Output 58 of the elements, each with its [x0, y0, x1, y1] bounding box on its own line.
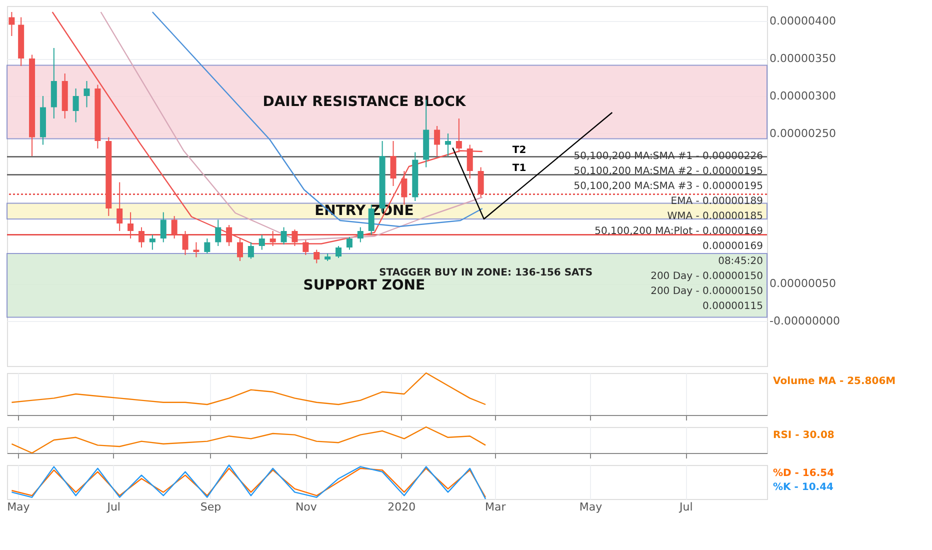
- band-label: SUPPORT ZONE: [303, 277, 426, 294]
- candlestick: [434, 126, 440, 156]
- text: %K - 10.44: [773, 482, 834, 493]
- y-tick-label: 0.00000350: [770, 52, 836, 65]
- candlestick: [336, 246, 342, 258]
- annotation: STAGGER BUY IN ZONE: 136-156 SATS: [379, 267, 593, 278]
- candlestick: [215, 219, 222, 246]
- annotation: EMA - 0.00000189: [670, 196, 763, 207]
- candlestick: [171, 216, 178, 239]
- candlestick: [357, 226, 364, 243]
- x-tick-label: Nov: [295, 500, 318, 514]
- y-tick-label: 0.00000300: [770, 90, 836, 102]
- candlestick: [466, 144, 473, 179]
- x-tick-label: Jul: [678, 500, 693, 514]
- candlestick: [84, 80, 90, 108]
- candlestick: [182, 230, 188, 256]
- text: RSI - 30.08: [773, 430, 834, 441]
- line-series: [152, 11, 483, 228]
- candlestick: [456, 118, 462, 153]
- candlestick: [478, 166, 484, 198]
- text: %D - 16.54: [773, 468, 834, 479]
- candlestick: [128, 212, 134, 239]
- candlestick: [346, 236, 352, 250]
- candlestick: [204, 238, 210, 254]
- candlestick: [160, 212, 166, 243]
- x-tick-label: May: [579, 500, 603, 514]
- candlestick: [138, 226, 144, 248]
- x-tick-label: Jul: [106, 500, 120, 514]
- candlestick: [401, 170, 408, 206]
- ref-line-label: T2: [512, 144, 526, 156]
- candlestick: [116, 182, 123, 232]
- text: Volume MA - 25.806M: [773, 376, 896, 387]
- annotation: 0.00000115: [702, 301, 763, 312]
- band-label: DAILY RESISTANCE BLOCK: [262, 94, 467, 110]
- candlestick: [444, 133, 451, 156]
- candlestick: [390, 140, 396, 186]
- y-tick-label: 0.00000250: [770, 127, 836, 140]
- annotation: 0.00000169: [702, 241, 763, 252]
- y-tick-label: -0.00000000: [770, 314, 840, 328]
- candlestick: [314, 249, 320, 264]
- candlestick: [8, 12, 15, 36]
- x-tick-label: Sep: [200, 500, 222, 514]
- annotation: 50,100,200 MA:SMA #3 - 0.00000195: [574, 181, 763, 192]
- y-tick-label: 0.00000050: [770, 277, 836, 290]
- candlestick: [72, 88, 79, 123]
- annotation: 200 Day - 0.00000150: [650, 271, 763, 282]
- x-tick-label: May: [7, 500, 30, 514]
- ref-line-label: T1: [512, 162, 526, 174]
- annotation: 08:45:20: [718, 256, 763, 267]
- annotation: WMA - 0.00000185: [667, 211, 763, 222]
- candlestick: [280, 226, 287, 245]
- x-tick-label: 2020: [388, 500, 416, 514]
- candlestick: [149, 234, 156, 250]
- x-tick-label: Mar: [485, 500, 506, 514]
- candlestick: [248, 242, 254, 260]
- annotation: 200 Day - 0.00000150: [650, 286, 763, 297]
- candlestick: [258, 234, 265, 250]
- y-tick-label: 0.00000400: [770, 14, 836, 28]
